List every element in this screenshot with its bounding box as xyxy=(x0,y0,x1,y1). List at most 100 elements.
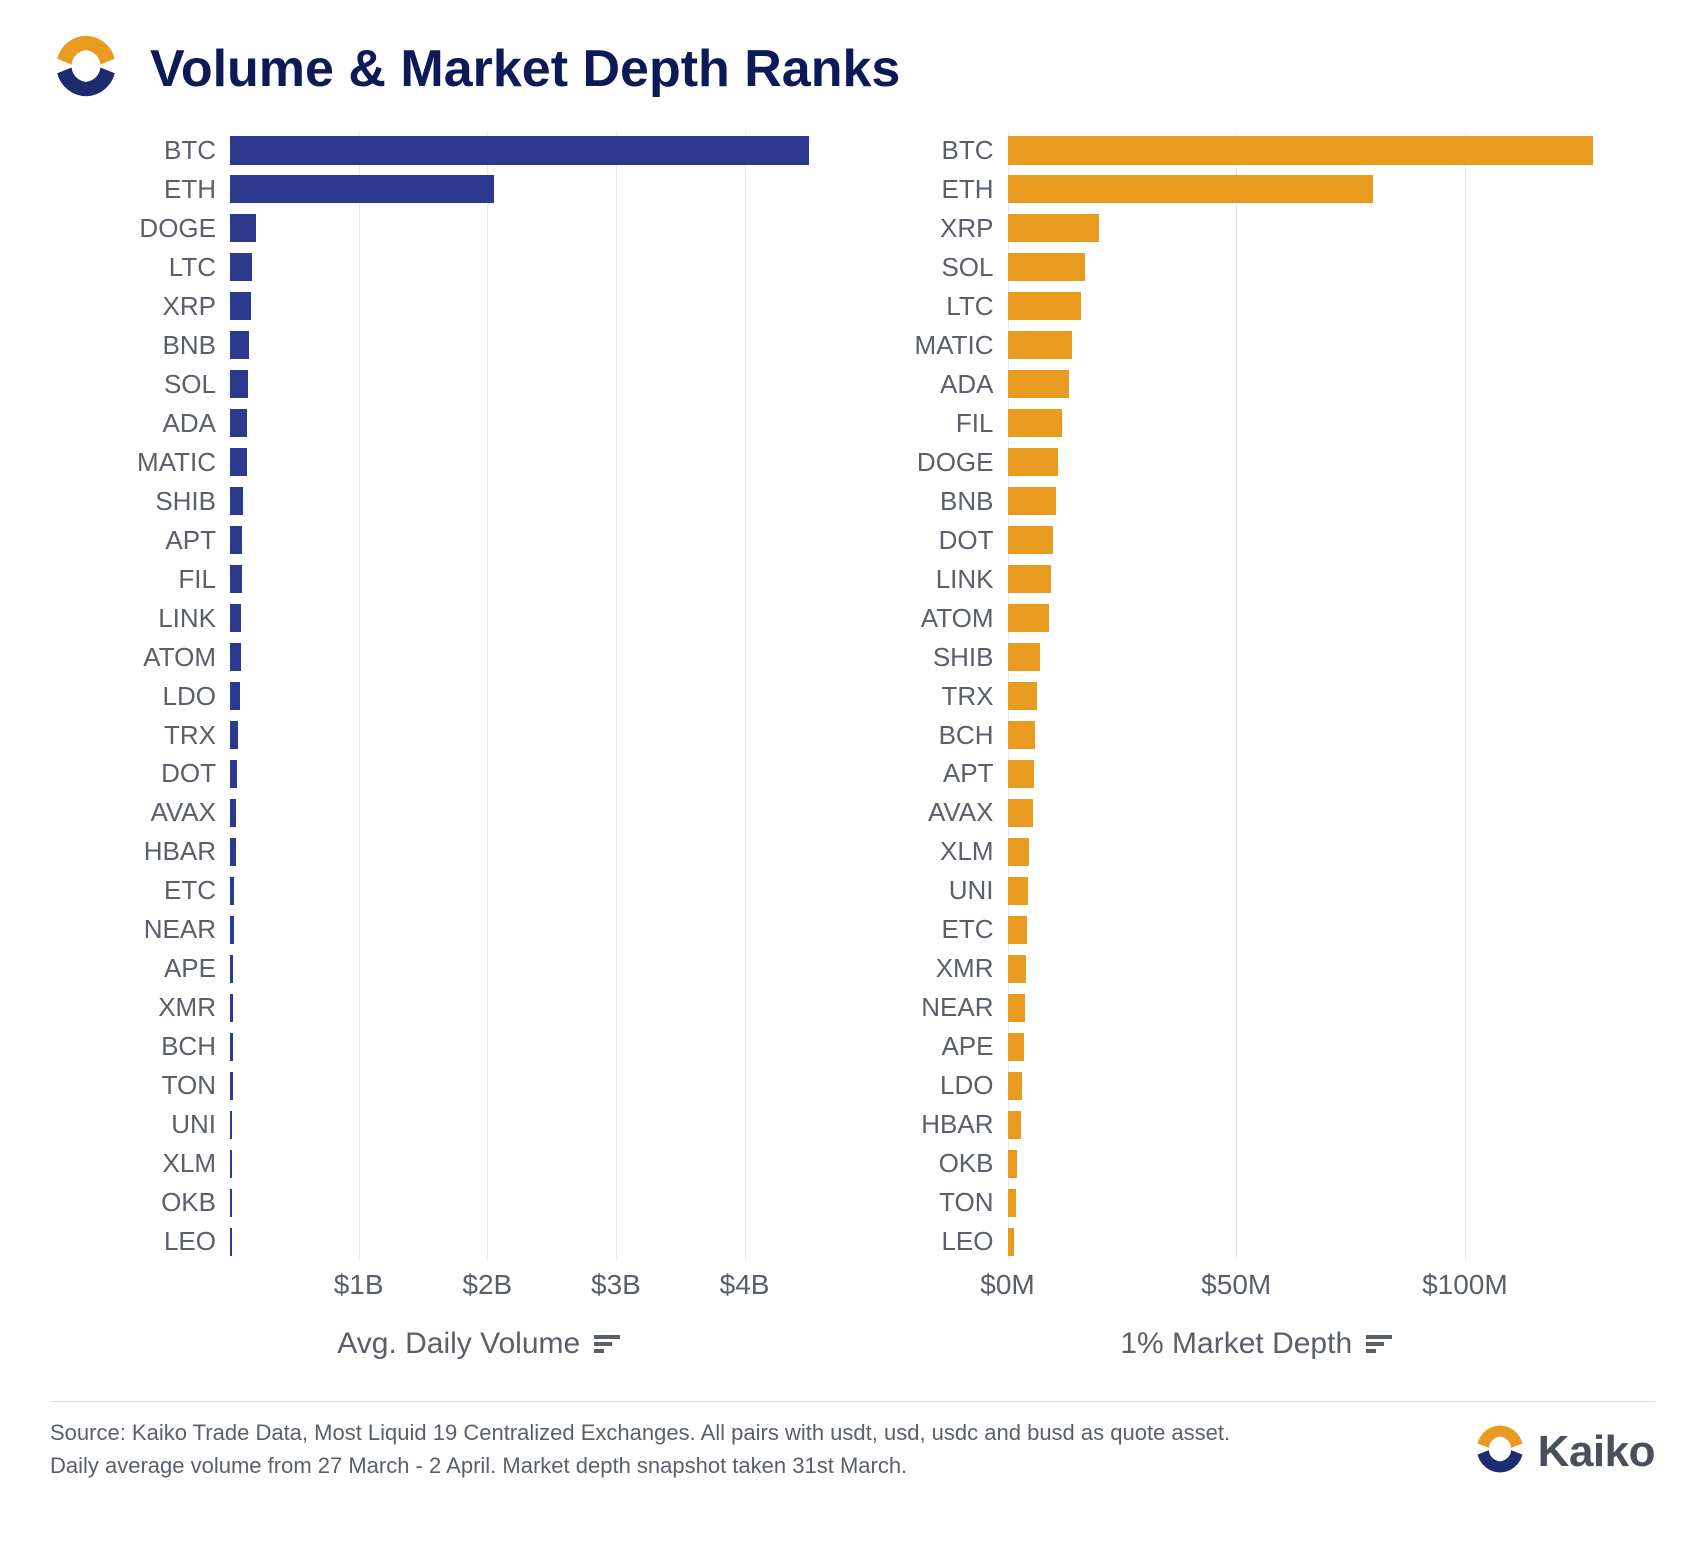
volume-row: APE xyxy=(230,949,848,988)
volume-row: HBAR xyxy=(230,832,848,871)
depth-row: XMR xyxy=(1008,949,1626,988)
volume-row: MATIC xyxy=(230,443,848,482)
depth-label: LEO xyxy=(941,1226,993,1257)
depth-bar xyxy=(1008,760,1035,788)
depth-bar xyxy=(1008,1033,1024,1061)
depth-label: DOT xyxy=(939,525,994,556)
volume-bar xyxy=(230,955,233,983)
volume-bar xyxy=(230,604,241,632)
chart-depth-xaxis: $0M$50M$100M xyxy=(1008,1269,1626,1313)
depth-row: SOL xyxy=(1008,248,1626,287)
volume-row: AVAX xyxy=(230,793,848,832)
volume-label: XRP xyxy=(163,291,216,322)
volume-label: XLM xyxy=(163,1148,216,1179)
depth-bar xyxy=(1008,643,1040,671)
volume-label: LDO xyxy=(163,681,216,712)
depth-bar xyxy=(1008,409,1063,437)
volume-bar xyxy=(230,175,494,203)
depth-bar xyxy=(1008,565,1051,593)
volume-label: LINK xyxy=(158,603,216,634)
volume-label: FIL xyxy=(178,564,216,595)
volume-bar xyxy=(230,799,236,827)
depth-label: FIL xyxy=(956,408,994,439)
depth-bar xyxy=(1008,1072,1023,1100)
depth-bar xyxy=(1008,214,1099,242)
depth-label: XRP xyxy=(940,213,993,244)
x-tick: $4B xyxy=(720,1269,770,1301)
depth-bar xyxy=(1008,994,1025,1022)
x-tick: $2B xyxy=(462,1269,512,1301)
brand: Kaiko xyxy=(1472,1421,1655,1482)
volume-label: SOL xyxy=(164,369,216,400)
volume-bar xyxy=(230,760,237,788)
footer-divider xyxy=(50,1401,1655,1402)
volume-label: UNI xyxy=(171,1109,216,1140)
volume-row: XRP xyxy=(230,287,848,326)
volume-row: TRX xyxy=(230,716,848,755)
page-title: Volume & Market Depth Ranks xyxy=(150,39,900,99)
volume-bar xyxy=(230,877,234,905)
chart-depth: BTCETHXRPSOLLTCMATICADAFILDOGEBNBDOTLINK… xyxy=(888,131,1626,1361)
kaiko-logo-icon xyxy=(50,30,122,107)
volume-label: ADA xyxy=(163,408,216,439)
source-line-2: Daily average volume from 27 March - 2 A… xyxy=(50,1449,1230,1482)
chart-volume-plot: BTCETHDOGELTCXRPBNBSOLADAMATICSHIBAPTFIL… xyxy=(230,131,848,1261)
depth-row: LEO xyxy=(1008,1222,1626,1261)
depth-label: XMR xyxy=(936,953,994,984)
volume-label: BCH xyxy=(161,1031,216,1062)
volume-label: ETC xyxy=(164,875,216,906)
volume-bar xyxy=(230,136,809,164)
volume-label: XMR xyxy=(158,992,216,1023)
volume-row: XLM xyxy=(230,1144,848,1183)
header: Volume & Market Depth Ranks xyxy=(50,30,1655,107)
depth-row: TRX xyxy=(1008,677,1626,716)
volume-label: MATIC xyxy=(137,447,216,478)
depth-row: LTC xyxy=(1008,287,1626,326)
volume-row: LTC xyxy=(230,248,848,287)
volume-label: APT xyxy=(165,525,216,556)
volume-label: BNB xyxy=(163,330,216,361)
depth-label: UNI xyxy=(949,875,994,906)
depth-bar xyxy=(1008,1228,1015,1256)
chart-volume-axis-label: Avg. Daily Volume xyxy=(337,1327,580,1361)
depth-bar xyxy=(1008,955,1026,983)
depth-label: BTC xyxy=(942,135,994,166)
depth-bar xyxy=(1008,1111,1022,1139)
depth-row: ADA xyxy=(1008,365,1626,404)
chart-depth-plot: BTCETHXRPSOLLTCMATICADAFILDOGEBNBDOTLINK… xyxy=(1008,131,1626,1261)
volume-row: ETH xyxy=(230,170,848,209)
volume-bar xyxy=(230,370,248,398)
volume-bar xyxy=(230,994,233,1022)
depth-label: LDO xyxy=(940,1070,993,1101)
depth-row: LDO xyxy=(1008,1066,1626,1105)
depth-row: BCH xyxy=(1008,716,1626,755)
volume-row: APT xyxy=(230,521,848,560)
depth-bar xyxy=(1008,721,1035,749)
volume-bar xyxy=(230,1189,232,1217)
depth-label: HBAR xyxy=(921,1109,993,1140)
volume-bar xyxy=(230,643,241,671)
depth-bar xyxy=(1008,448,1058,476)
volume-bar xyxy=(230,1150,232,1178)
volume-row: XMR xyxy=(230,988,848,1027)
depth-row: DOGE xyxy=(1008,443,1626,482)
depth-label: AVAX xyxy=(928,797,994,828)
depth-label: ETC xyxy=(942,914,994,945)
depth-row: AVAX xyxy=(1008,793,1626,832)
depth-label: MATIC xyxy=(915,330,994,361)
volume-bar xyxy=(230,1072,233,1100)
depth-row: LINK xyxy=(1008,560,1626,599)
volume-row: OKB xyxy=(230,1183,848,1222)
depth-bar xyxy=(1008,253,1086,281)
volume-bar xyxy=(230,1111,232,1139)
volume-label: NEAR xyxy=(144,914,216,945)
depth-label: APE xyxy=(941,1031,993,1062)
volume-row: ATOM xyxy=(230,638,848,677)
volume-bar xyxy=(230,526,242,554)
depth-bar xyxy=(1008,487,1056,515)
x-tick: $0M xyxy=(980,1269,1034,1301)
volume-bar xyxy=(230,916,234,944)
volume-row: LDO xyxy=(230,677,848,716)
depth-bar xyxy=(1008,175,1374,203)
volume-bar xyxy=(230,565,242,593)
